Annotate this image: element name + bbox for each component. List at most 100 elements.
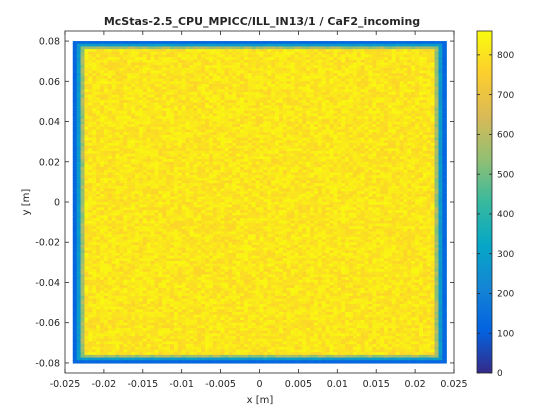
heatmap-cell (193, 83, 198, 88)
heatmap-cell (415, 81, 420, 85)
heatmap-cell (403, 81, 408, 85)
heatmap-cell (337, 108, 342, 112)
heatmap-cell (88, 142, 93, 147)
heatmap-cell (267, 172, 272, 176)
heatmap-cell (345, 97, 350, 101)
heatmap-cell (193, 59, 198, 64)
heatmap-cell (201, 57, 206, 61)
heatmap-cell (138, 137, 144, 141)
heatmap-cell (243, 140, 249, 144)
heatmap-cell (352, 62, 358, 66)
heatmap-cell (193, 151, 198, 155)
heatmap-cell (415, 46, 420, 50)
heatmap-cell (321, 78, 327, 82)
heatmap-cell (430, 41, 436, 45)
heatmap-cell (135, 43, 140, 48)
heatmap-cell (228, 83, 233, 88)
heatmap-cell (290, 70, 296, 74)
heatmap-cell (422, 137, 428, 141)
heatmap-cell (329, 142, 335, 147)
heatmap-cell (313, 65, 319, 69)
heatmap-cell (376, 92, 381, 96)
heatmap-cell (345, 159, 350, 163)
heatmap-cell (399, 121, 405, 125)
heatmap-cell (173, 75, 179, 80)
heatmap-cell (415, 151, 420, 155)
heatmap-cell (150, 67, 156, 72)
heatmap-cell (127, 46, 132, 50)
heatmap-cell (376, 169, 381, 174)
heatmap-cell (341, 100, 346, 104)
heatmap-cell (337, 41, 342, 45)
heatmap-cell (107, 129, 113, 133)
heatmap-cell (391, 110, 397, 115)
heatmap-cell (364, 43, 370, 48)
heatmap-cell (240, 75, 245, 80)
heatmap-cell (197, 89, 202, 93)
heatmap-cell (434, 67, 440, 72)
heatmap-cell (197, 105, 202, 109)
heatmap-cell (146, 118, 152, 123)
heatmap-cell (348, 92, 354, 96)
heatmap-cell (103, 137, 109, 141)
heatmap-cell (391, 57, 397, 61)
heatmap-cell (228, 86, 233, 90)
heatmap-cell (201, 156, 206, 160)
heatmap-cell (383, 148, 389, 152)
heatmap-cell (146, 177, 152, 182)
heatmap-cell (259, 129, 264, 133)
heatmap-cell (387, 100, 393, 104)
heatmap-cell (380, 116, 385, 120)
heatmap-cell (259, 105, 264, 109)
heatmap-cell (72, 102, 78, 107)
heatmap-cell (115, 75, 121, 80)
heatmap-cell (360, 108, 366, 112)
heatmap-cell (115, 89, 121, 93)
heatmap-cell (162, 41, 167, 45)
heatmap-cell (418, 108, 424, 112)
heatmap-cell (123, 59, 128, 64)
heatmap-cell (92, 126, 97, 131)
heatmap-cell (251, 148, 257, 152)
heatmap-cell (352, 177, 358, 182)
heatmap-cell (240, 62, 245, 66)
heatmap-cell (100, 153, 105, 157)
heatmap-cell (403, 124, 408, 128)
heatmap-cell (376, 62, 381, 66)
heatmap-cell (232, 49, 237, 53)
heatmap-cell (212, 132, 218, 136)
heatmap-cell (154, 129, 159, 133)
heatmap-cell (150, 70, 156, 74)
heatmap-cell (158, 65, 163, 69)
heatmap-cell (127, 108, 132, 112)
heatmap-cell (306, 70, 311, 74)
heatmap-cell (224, 142, 229, 147)
heatmap-cell (356, 73, 362, 77)
heatmap-cell (263, 51, 268, 56)
heatmap-cell (313, 175, 319, 179)
heatmap-cell (193, 46, 198, 50)
heatmap-cell (259, 164, 264, 168)
heatmap-cell (399, 59, 405, 64)
heatmap-cell (430, 164, 436, 168)
heatmap-cell (80, 151, 86, 155)
heatmap-cell (333, 137, 338, 141)
heatmap-cell (383, 110, 389, 115)
heatmap-cell (138, 161, 144, 166)
heatmap-cell (407, 164, 412, 168)
heatmap-cell (88, 65, 93, 69)
heatmap-cell (259, 140, 264, 144)
heatmap-cell (267, 62, 272, 66)
heatmap-cell (205, 124, 210, 128)
heatmap-cell (170, 97, 175, 101)
heatmap-cell (177, 49, 183, 53)
heatmap-cell (92, 70, 97, 74)
heatmap-cell (251, 145, 257, 149)
heatmap-cell (434, 148, 440, 152)
heatmap-cell (356, 167, 362, 171)
heatmap-cell (329, 172, 335, 176)
heatmap-cell (387, 116, 393, 120)
heatmap-cell (329, 167, 335, 171)
heatmap-cell (368, 89, 373, 93)
heatmap-cell (372, 73, 377, 77)
